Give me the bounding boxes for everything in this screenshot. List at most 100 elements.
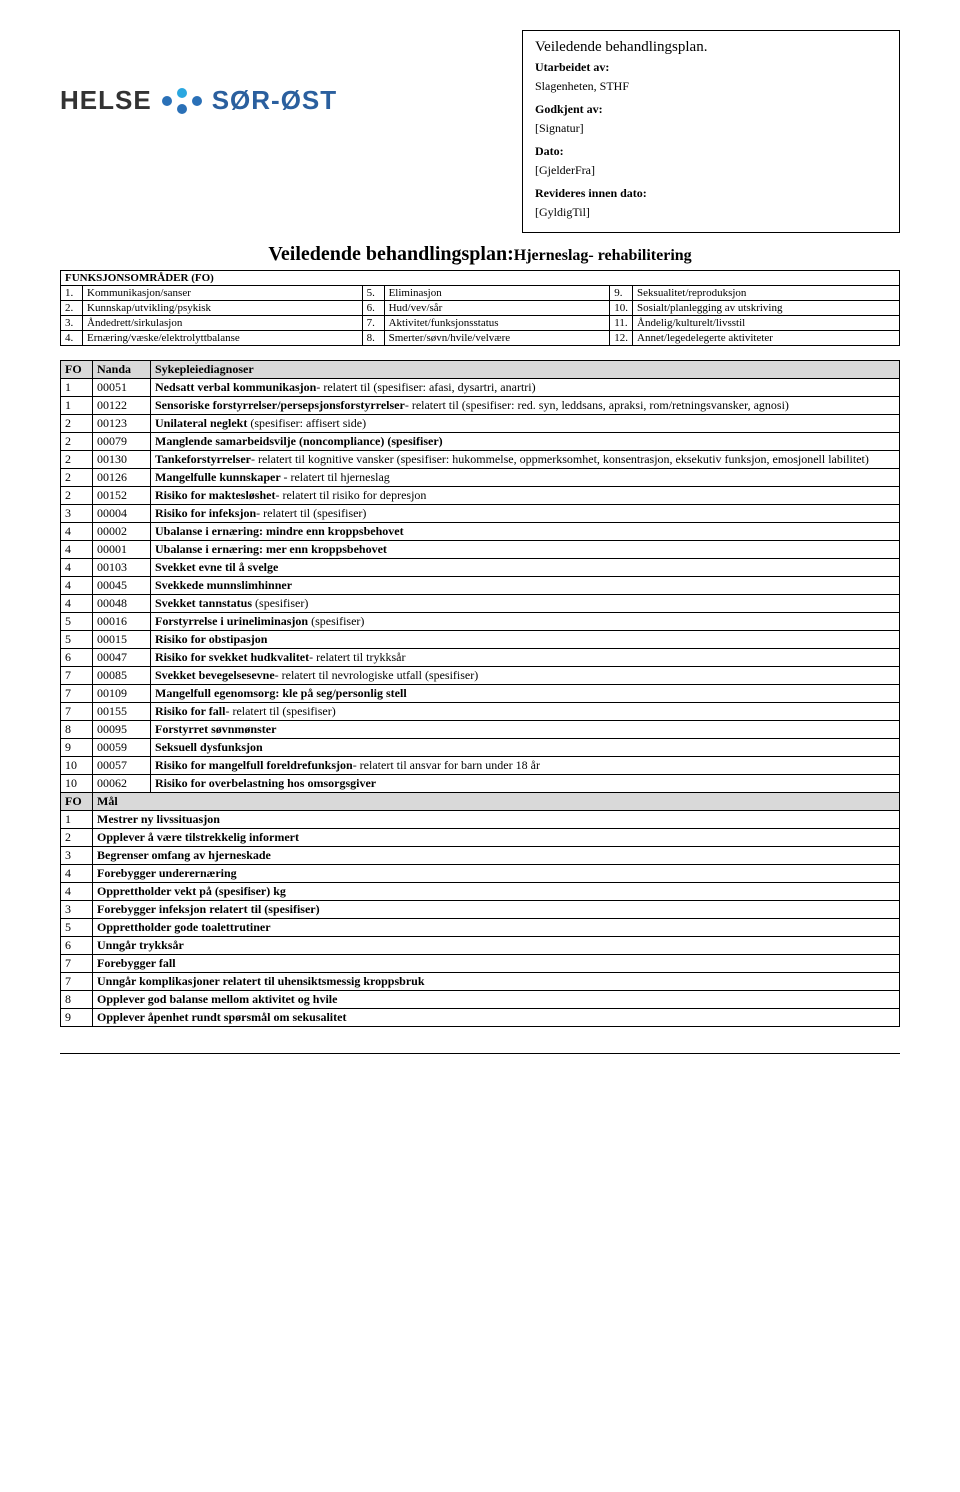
cell-fo: 4 (61, 577, 93, 595)
desc-rest: - relatert til kognitive vansker (spesif… (251, 452, 869, 466)
maal-text: Opplever god balanse mellom aktivitet og… (97, 992, 337, 1006)
table-cell: 1. (61, 286, 83, 301)
col-sykepleiediagnoser: Sykepleiediagnoser (151, 361, 900, 379)
maal-text: Forebygger underernæring (97, 866, 237, 880)
table-row: 200130Tankeforstyrrelser- relatert til k… (61, 451, 900, 469)
col-fo: FO (61, 361, 93, 379)
cell-desc: Mangelfulle kunnskaper - relatert til hj… (151, 469, 900, 487)
maal-text: Begrenser omfang av hjerneskade (97, 848, 271, 862)
cell-desc: Svekket evne til å svelge (151, 559, 900, 577)
cell-fo: 7 (61, 955, 93, 973)
cell-code: 00016 (93, 613, 151, 631)
cell-desc: Risiko for maktesløshet- relatert til ri… (151, 487, 900, 505)
godkjent-value: [Signatur] (535, 121, 887, 136)
cell-fo: 9 (61, 1009, 93, 1027)
cell-maal: Opprettholder gode toalettrutiner (93, 919, 900, 937)
table-cell: Åndelig/kulturelt/livsstil (633, 316, 900, 331)
cell-maal: Unngår trykksår (93, 937, 900, 955)
table-cell: Åndedrett/sirkulasjon (83, 316, 363, 331)
cell-desc: Mangelfull egenomsorg: kle på seg/person… (151, 685, 900, 703)
cell-fo: 2 (61, 829, 93, 847)
maal-text: Opprettholder vekt på (spesifiser) kg (97, 884, 286, 898)
table-row: 7Unngår komplikasjoner relatert til uhen… (61, 973, 900, 991)
document-header: HELSE SØR-ØST Veiledende behandlingsplan… (60, 30, 900, 233)
cell-code: 00062 (93, 775, 151, 793)
cell-code: 00079 (93, 433, 151, 451)
desc-rest: (spesifiser) (255, 596, 308, 610)
cell-fo: 7 (61, 667, 93, 685)
cell-code: 00051 (93, 379, 151, 397)
cell-desc: Sensoriske forstyrrelser/persepsjonsfors… (151, 397, 900, 415)
table-row: 400048Svekket tannstatus (spesifiser) (61, 595, 900, 613)
cell-fo: 3 (61, 505, 93, 523)
cell-fo: 7 (61, 703, 93, 721)
table-cell: Seksualitet/reproduksjon (633, 286, 900, 301)
cell-code: 00122 (93, 397, 151, 415)
cell-desc: Forstyrret søvnmønster (151, 721, 900, 739)
desc-bold: Risiko for fall (155, 704, 225, 718)
table-row: 100051Nedsatt verbal kommunikasjon- rela… (61, 379, 900, 397)
cell-code: 00059 (93, 739, 151, 757)
table-row: 700085Svekket bevegelsesevne- relatert t… (61, 667, 900, 685)
cell-desc: Risiko for fall- relatert til (spesifise… (151, 703, 900, 721)
table-cell: 12. (610, 331, 633, 346)
cell-fo: 5 (61, 919, 93, 937)
cell-fo: 2 (61, 433, 93, 451)
desc-rest: - relatert til hjerneslag (283, 470, 389, 484)
table-row: 200079Manglende samarbeidsvilje (noncomp… (61, 433, 900, 451)
table-cell: Aktivitet/funksjonsstatus (384, 316, 610, 331)
cell-desc: Tankeforstyrrelser- relatert til kogniti… (151, 451, 900, 469)
cell-fo: 6 (61, 649, 93, 667)
desc-bold: Mangelfulle kunnskaper (155, 470, 283, 484)
footer-divider (60, 1053, 900, 1054)
maal-text: Forebygger infeksjon relatert til (spesi… (97, 902, 320, 916)
maal-text: Forebygger fall (97, 956, 176, 970)
dato-label: Dato: (535, 144, 887, 159)
cell-desc: Forstyrrelse i urineliminasjon (spesifis… (151, 613, 900, 631)
cell-fo: 8 (61, 721, 93, 739)
cell-fo: 2 (61, 469, 93, 487)
cell-maal: Begrenser omfang av hjerneskade (93, 847, 900, 865)
funksjonsomrader-table: FUNKSJONSOMRÅDER (FO) 1.Kommunikasjon/sa… (60, 270, 900, 346)
logo-region: HELSE SØR-ØST (60, 30, 522, 116)
table-cell: 3. (61, 316, 83, 331)
cell-code: 00095 (93, 721, 151, 739)
table-row: 800095Forstyrret søvnmønster (61, 721, 900, 739)
cell-desc: Nedsatt verbal kommunikasjon- relatert t… (151, 379, 900, 397)
maal-text: Opplever å være tilstrekkelig informert (97, 830, 299, 844)
desc-bold: Risiko for overbelastning hos omsorgsgiv… (155, 776, 376, 790)
cell-code: 00004 (93, 505, 151, 523)
table-row: 3.Åndedrett/sirkulasjon7.Aktivitet/funks… (61, 316, 900, 331)
table-row: 700155Risiko for fall- relatert til (spe… (61, 703, 900, 721)
desc-bold: Seksuell dysfunksjon (155, 740, 263, 754)
cell-maal: Mestrer ny livssituasjon (93, 811, 900, 829)
table-row: 1Mestrer ny livssituasjon (61, 811, 900, 829)
title-suffix: Hjerneslag- rehabilitering (514, 247, 692, 264)
cell-desc: Risiko for svekket hudkvalitet- relatert… (151, 649, 900, 667)
utarbeidet-value: Slagenheten, STHF (535, 79, 887, 94)
desc-bold: Svekket bevegelsesevne (155, 668, 275, 682)
desc-bold: Ubalanse i ernæring: mer enn kroppsbehov… (155, 542, 387, 556)
cell-desc: Risiko for obstipasjon (151, 631, 900, 649)
table-row: 1.Kommunikasjon/sanser5.Eliminasjon9.Sek… (61, 286, 900, 301)
desc-rest: - relatert til (spesifiser) (225, 704, 335, 718)
desc-bold: Svekket evne til å svelge (155, 560, 278, 574)
logo-text-helse: HELSE (60, 85, 152, 116)
cell-fo: 6 (61, 937, 93, 955)
table-row: 2 Opplever å være tilstrekkelig informert (61, 829, 900, 847)
cell-desc: Svekket bevegelsesevne- relatert til nev… (151, 667, 900, 685)
table-header-row: FO Nanda Sykepleiediagnoser (61, 361, 900, 379)
cell-desc: Seksuell dysfunksjon (151, 739, 900, 757)
table-row: 200123Unilateral neglekt (spesifiser: af… (61, 415, 900, 433)
maal-text: Opprettholder gode toalettrutiner (97, 920, 271, 934)
table-row: 6Unngår trykksår (61, 937, 900, 955)
table-cell: Kunnskap/utvikling/psykisk (83, 301, 363, 316)
cell-code: 00103 (93, 559, 151, 577)
table-row: 1000062Risiko for overbelastning hos oms… (61, 775, 900, 793)
desc-bold: Svekket tannstatus (155, 596, 255, 610)
desc-bold: Risiko for mangelfull foreldrefunksjon (155, 758, 353, 772)
cell-desc: Svekkede munnslimhinner (151, 577, 900, 595)
cell-maal: Unngår komplikasjoner relatert til uhens… (93, 973, 900, 991)
maal-text: Mestrer ny livssituasjon (97, 812, 220, 826)
cell-fo: 4 (61, 883, 93, 901)
